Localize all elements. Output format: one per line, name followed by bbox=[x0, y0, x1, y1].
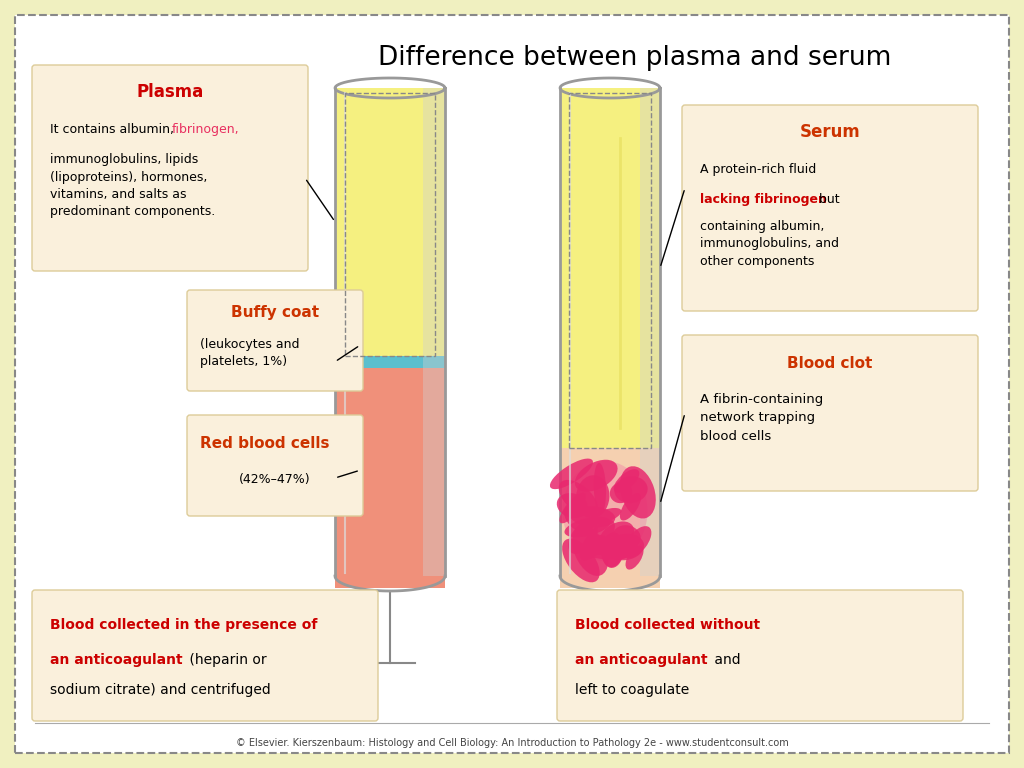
Bar bbox=[560, 448, 660, 588]
Text: Blood collected without: Blood collected without bbox=[575, 618, 760, 632]
Ellipse shape bbox=[564, 505, 593, 533]
FancyBboxPatch shape bbox=[32, 590, 378, 721]
Ellipse shape bbox=[559, 493, 586, 523]
Text: an anticoagulant: an anticoagulant bbox=[50, 653, 182, 667]
Text: immunoglobulins, lipids
(lipoproteins), hormones,
vitamins, and salts as
predomi: immunoglobulins, lipids (lipoproteins), … bbox=[50, 153, 215, 219]
Text: an anticoagulant: an anticoagulant bbox=[575, 653, 708, 667]
Text: Red blood cells: Red blood cells bbox=[200, 436, 330, 451]
Bar bbox=[560, 88, 660, 448]
Ellipse shape bbox=[602, 538, 624, 568]
Text: © Elsevier. Kierszenbaum: Histology and Cell Biology: An Introduction to Patholo: © Elsevier. Kierszenbaum: Histology and … bbox=[236, 738, 788, 748]
Ellipse shape bbox=[564, 517, 610, 537]
Ellipse shape bbox=[559, 480, 598, 517]
Ellipse shape bbox=[612, 525, 641, 549]
Ellipse shape bbox=[588, 508, 622, 525]
Ellipse shape bbox=[574, 460, 617, 492]
Ellipse shape bbox=[594, 463, 606, 514]
FancyBboxPatch shape bbox=[682, 105, 978, 311]
Ellipse shape bbox=[580, 520, 615, 561]
Text: It contains albumin,: It contains albumin, bbox=[50, 123, 178, 136]
Ellipse shape bbox=[570, 506, 615, 527]
Ellipse shape bbox=[620, 466, 655, 518]
FancyBboxPatch shape bbox=[682, 335, 978, 491]
Bar bbox=[335, 368, 445, 588]
Ellipse shape bbox=[550, 458, 593, 489]
Bar bbox=[335, 88, 445, 588]
Bar bbox=[335, 88, 445, 356]
Ellipse shape bbox=[568, 520, 598, 554]
Ellipse shape bbox=[599, 521, 634, 551]
Ellipse shape bbox=[626, 545, 643, 570]
Text: (leukocytes and
platelets, 1%): (leukocytes and platelets, 1%) bbox=[200, 338, 299, 368]
Text: (heparin or: (heparin or bbox=[185, 653, 266, 667]
Text: Plasma: Plasma bbox=[136, 83, 204, 101]
Ellipse shape bbox=[572, 525, 608, 576]
Text: fibrinogen,: fibrinogen, bbox=[172, 123, 240, 136]
Ellipse shape bbox=[601, 532, 624, 567]
Text: Difference between plasma and serum: Difference between plasma and serum bbox=[378, 45, 892, 71]
Text: left to coagulate: left to coagulate bbox=[575, 683, 689, 697]
Ellipse shape bbox=[606, 534, 644, 561]
Text: Blood collected in the presence of: Blood collected in the presence of bbox=[50, 618, 317, 632]
Text: A fibrin-containing
network trapping
blood cells: A fibrin-containing network trapping blo… bbox=[700, 393, 823, 443]
Ellipse shape bbox=[562, 461, 647, 561]
Text: A protein-rich fluid: A protein-rich fluid bbox=[700, 163, 816, 176]
Bar bbox=[335, 356, 445, 368]
Bar bbox=[345, 93, 435, 356]
Ellipse shape bbox=[577, 475, 609, 518]
Ellipse shape bbox=[624, 526, 651, 558]
Text: but: but bbox=[815, 193, 840, 206]
Text: Blood clot: Blood clot bbox=[787, 356, 872, 371]
Text: Serum: Serum bbox=[800, 123, 860, 141]
Ellipse shape bbox=[620, 493, 641, 521]
Ellipse shape bbox=[613, 469, 639, 492]
Text: and: and bbox=[710, 653, 740, 667]
Ellipse shape bbox=[557, 493, 588, 518]
FancyBboxPatch shape bbox=[187, 290, 362, 391]
Bar bbox=[560, 88, 660, 588]
Ellipse shape bbox=[587, 535, 611, 555]
FancyBboxPatch shape bbox=[32, 65, 308, 271]
FancyBboxPatch shape bbox=[15, 15, 1009, 753]
Text: (42%–47%): (42%–47%) bbox=[240, 473, 311, 486]
Bar bbox=[423, 88, 445, 576]
FancyBboxPatch shape bbox=[187, 415, 362, 516]
Text: containing albumin,
immunoglobulins, and
other components: containing albumin, immunoglobulins, and… bbox=[700, 220, 839, 268]
Text: sodium citrate) and centrifuged: sodium citrate) and centrifuged bbox=[50, 683, 270, 697]
Ellipse shape bbox=[614, 476, 647, 503]
Text: Buffy coat: Buffy coat bbox=[231, 305, 319, 320]
Text: lacking fibrinogen: lacking fibrinogen bbox=[700, 193, 826, 206]
Bar bbox=[640, 88, 660, 576]
Ellipse shape bbox=[562, 538, 600, 582]
FancyBboxPatch shape bbox=[557, 590, 963, 721]
Ellipse shape bbox=[610, 535, 638, 560]
Ellipse shape bbox=[610, 482, 632, 503]
Bar bbox=[569, 93, 651, 448]
Ellipse shape bbox=[584, 545, 633, 560]
